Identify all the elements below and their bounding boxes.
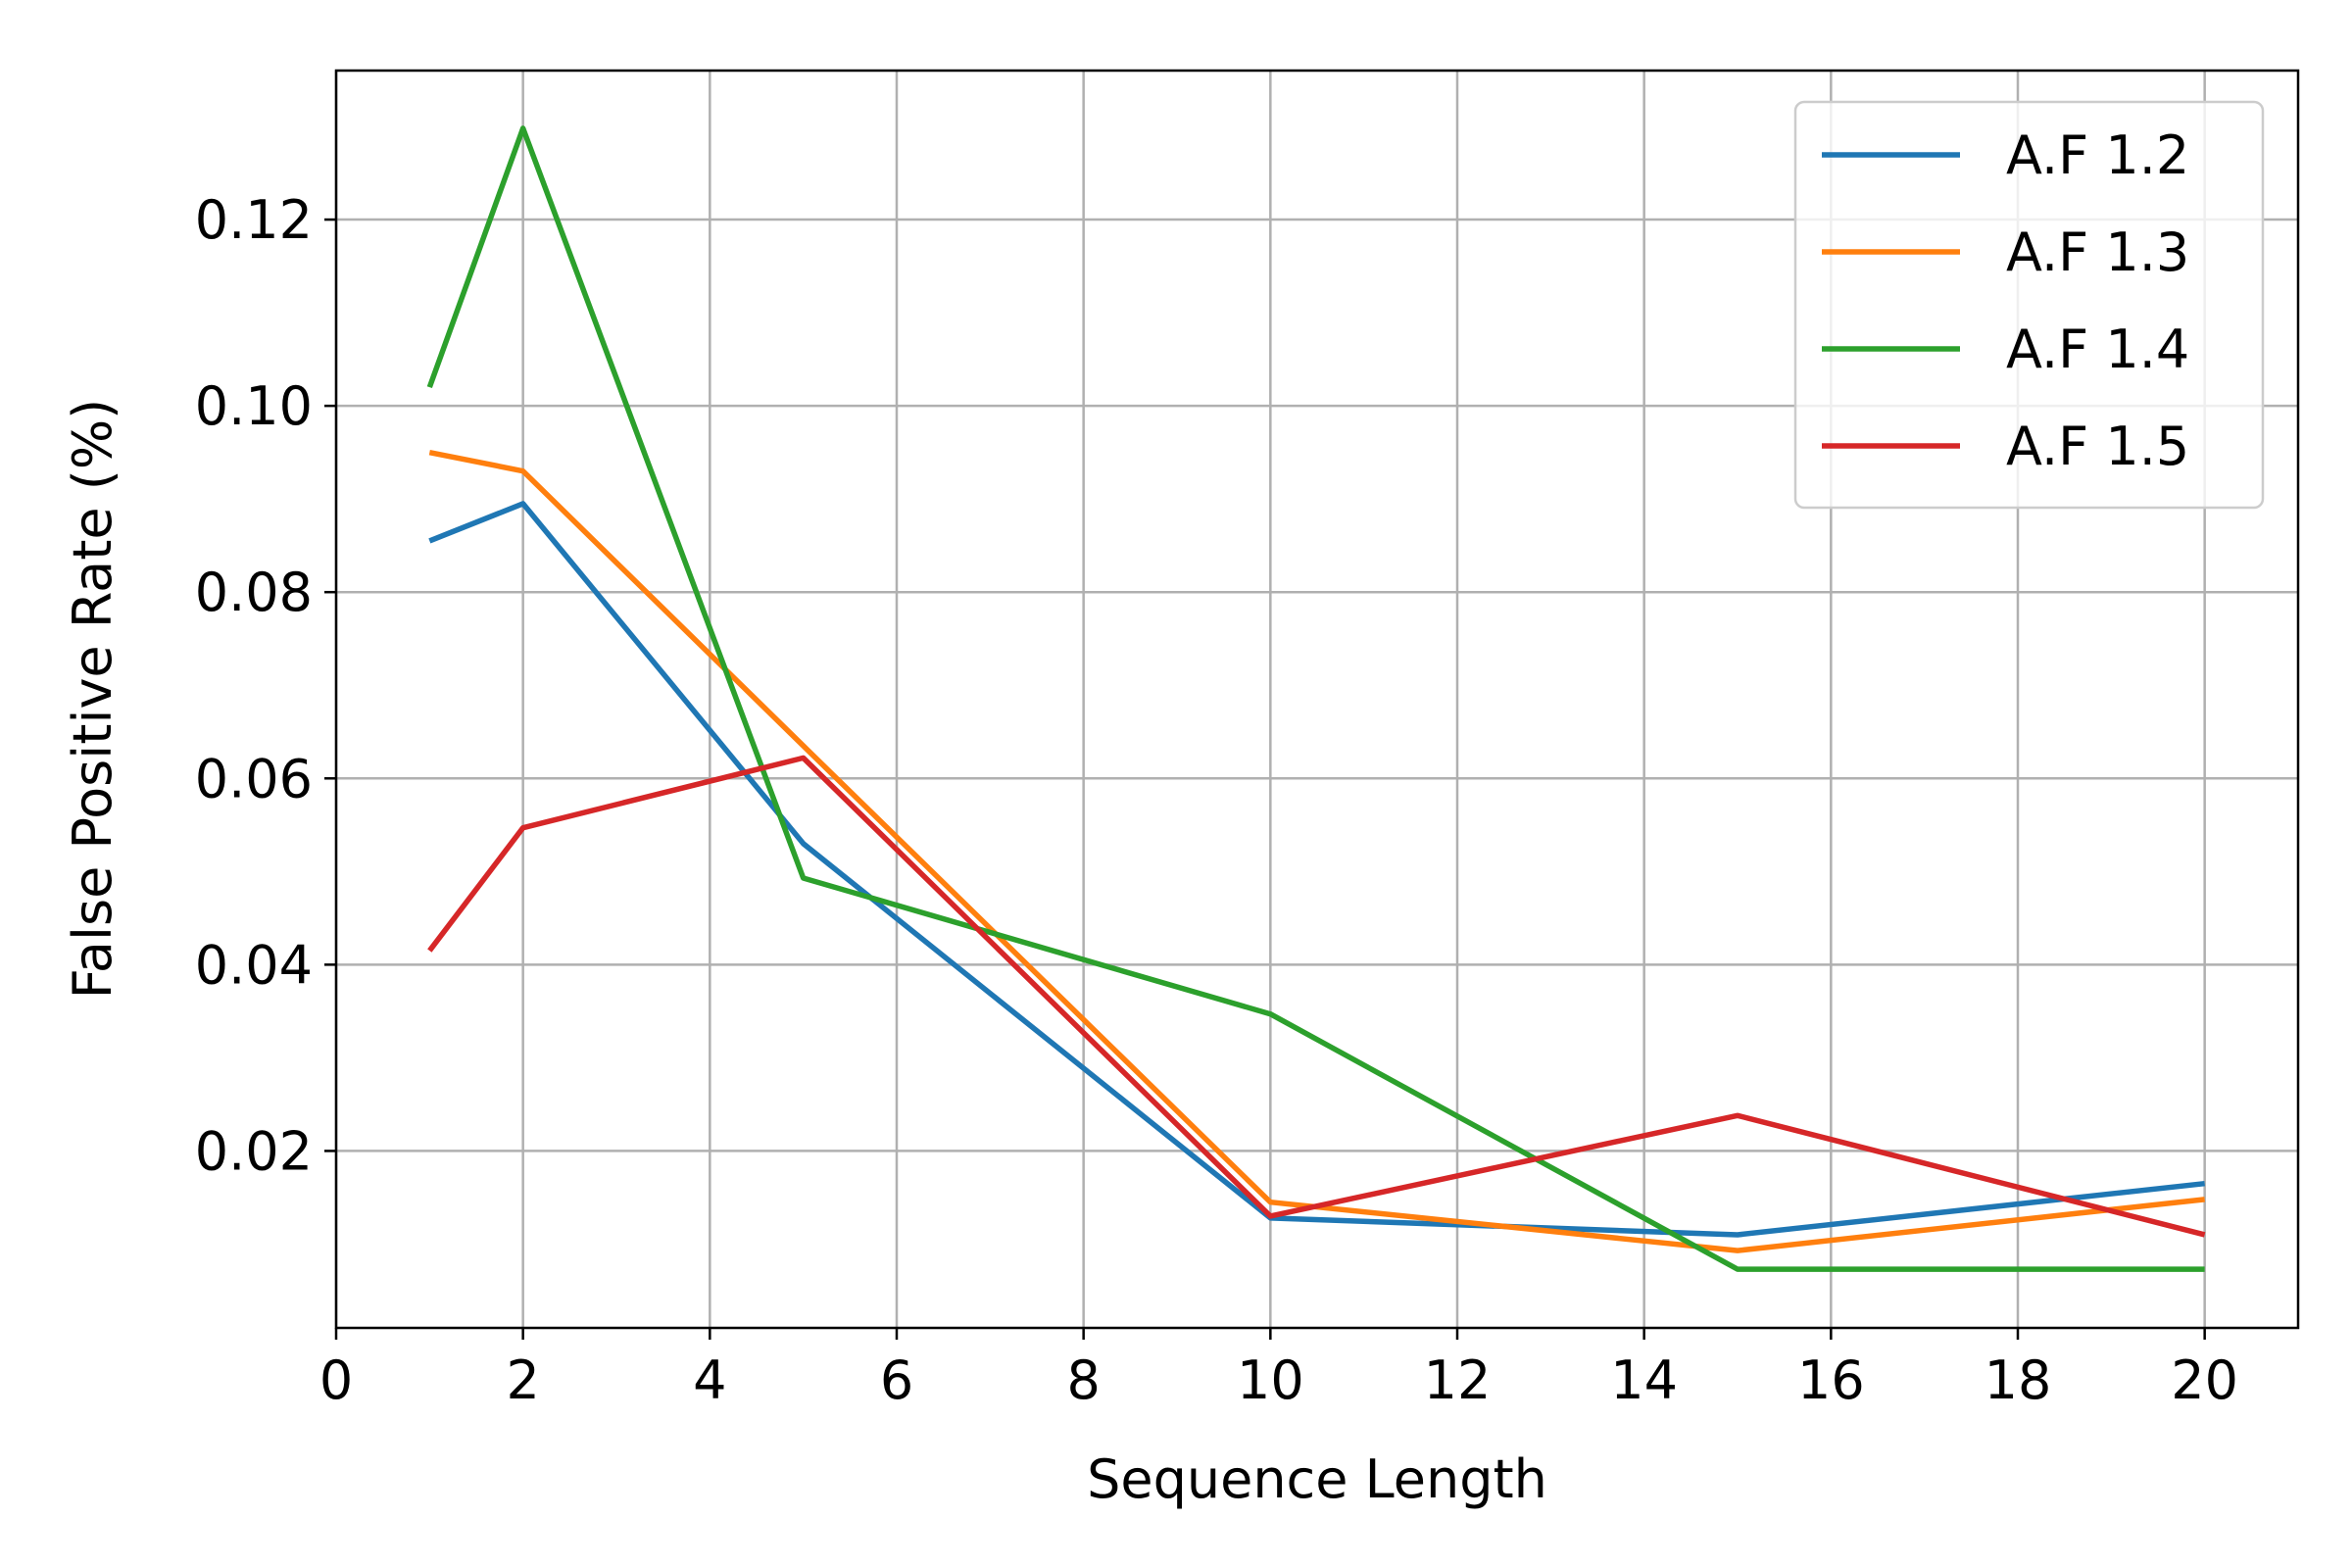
legend-box [1793,100,2265,510]
plot-frame [334,69,2300,1330]
x-tick-label: 0 [319,1349,353,1411]
y-tick-label: 0.02 [195,1120,313,1182]
series-line-a-f-1-3 [428,449,2205,1253]
legend-label: A.F 1.4 [2006,318,2189,380]
x-tick-label: 8 [1066,1349,1100,1411]
axis-ticks: 0 2 4 6 8 10 12 14 16 18 20 0.02 0.04 0.06 0.08 0.10 0.1… [195,189,2238,1411]
x-tick-label: 2 [506,1349,539,1411]
series-line-a-f-1-2 [428,501,2205,1238]
x-tick-label: 10 [1237,1349,1304,1411]
legend-label: A.F 1.5 [2006,416,2189,477]
y-tick-label: 0.08 [195,562,313,623]
legend-label: A.F 1.2 [2006,124,2189,186]
x-axis-title: Sequence Length [1087,1448,1547,1510]
x-tick-label: 12 [1424,1349,1492,1411]
x-tick-label: 18 [1984,1349,2052,1411]
y-tick-label: 0.10 [195,375,313,437]
series-line-a-f-1-4 [426,125,2205,1272]
series-lines [426,125,2206,1272]
legend: A.F 1.2 A.F 1.3 A.F 1.4 A.F 1.5 [1793,100,2265,510]
y-tick-label: 0.06 [195,748,313,809]
x-tick-label: 16 [1797,1349,1865,1411]
x-tick-label: 14 [1610,1349,1678,1411]
x-tick-label: 4 [693,1349,726,1411]
x-tick-label: 20 [2171,1349,2238,1411]
series-line-a-f-1-5 [427,755,2206,1238]
y-tick-label: 0.12 [195,189,313,251]
y-tick-label: 0.04 [195,934,313,996]
legend-label: A.F 1.3 [2006,221,2189,283]
x-tick-label: 6 [880,1349,913,1411]
y-axis-title: False Positive Rate (%) [62,399,123,999]
